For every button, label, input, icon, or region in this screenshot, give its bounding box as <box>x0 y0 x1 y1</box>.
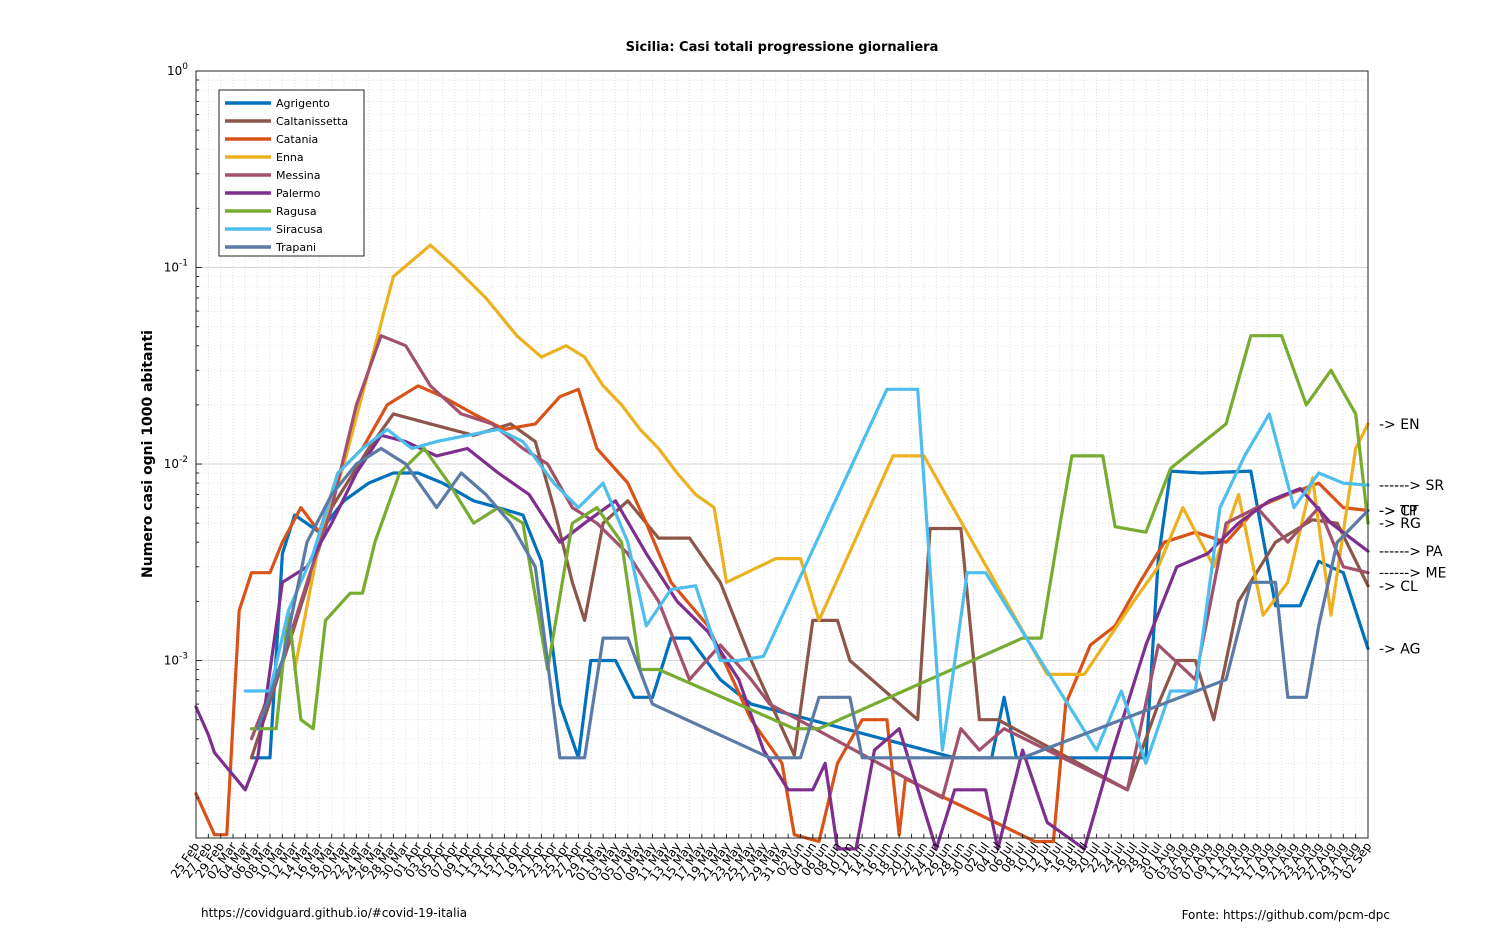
y-tick-label: 10-1 <box>164 259 188 275</box>
legend-label: Trapani <box>275 241 316 254</box>
legend-label: Catania <box>276 133 318 146</box>
series-line-palermo <box>194 433 1370 851</box>
series-end-label: -> CT <box>1379 504 1419 520</box>
end-labels: -> AG -> CL -> CT -> EN ------> ME ------> PA… <box>1379 417 1446 658</box>
series-line-trapani <box>256 446 1370 760</box>
y-tick-label: 10-2 <box>164 455 188 471</box>
legend-label: Palermo <box>276 187 321 200</box>
series-end-label: ------> SR <box>1379 478 1444 494</box>
footer-source-link: https://covidguard.github.io/#covid-19-i… <box>201 906 468 920</box>
legend: Agrigento Caltanissetta Catania Enna Messina… <box>218 89 365 257</box>
y-tick-label: 10-3 <box>164 652 188 668</box>
legend-label: Messina <box>276 169 321 182</box>
series-end-label: -> TP <box>1379 504 1417 520</box>
series-end-label: ------> PA <box>1379 544 1443 560</box>
series-layer <box>194 243 1370 851</box>
footer-data-source: Fonte: https://github.com/pcm-dpc <box>1181 908 1390 922</box>
legend-label: Ragusa <box>276 205 317 218</box>
legend-label: Enna <box>276 151 304 164</box>
series-end-label: -> CL <box>1379 579 1418 595</box>
legend-label: Agrigento <box>276 97 330 110</box>
series-end-label: -> RG <box>1379 516 1421 532</box>
series-end-label: ------> ME <box>1379 566 1446 582</box>
chart-title: Sicilia: Casi totali progressione giorna… <box>626 40 939 55</box>
series-line-siracusa <box>243 387 1370 765</box>
y-axis-label: Numero casi ogni 1000 abitanti <box>140 330 156 578</box>
legend-label: Caltanissetta <box>276 115 348 128</box>
y-tick-label: 100 <box>167 62 188 78</box>
series-line-enna <box>293 243 1370 677</box>
series-end-label: -> AG <box>1379 642 1420 658</box>
plot-frame <box>195 70 1369 839</box>
series-line-agrigento <box>249 469 1370 760</box>
y-axis: 100 10-1 10-2 10-3 <box>164 62 202 799</box>
series-line-messina <box>249 334 1370 800</box>
legend-label: Siracusa <box>276 223 323 236</box>
series-end-label: -> EN <box>1379 417 1420 433</box>
